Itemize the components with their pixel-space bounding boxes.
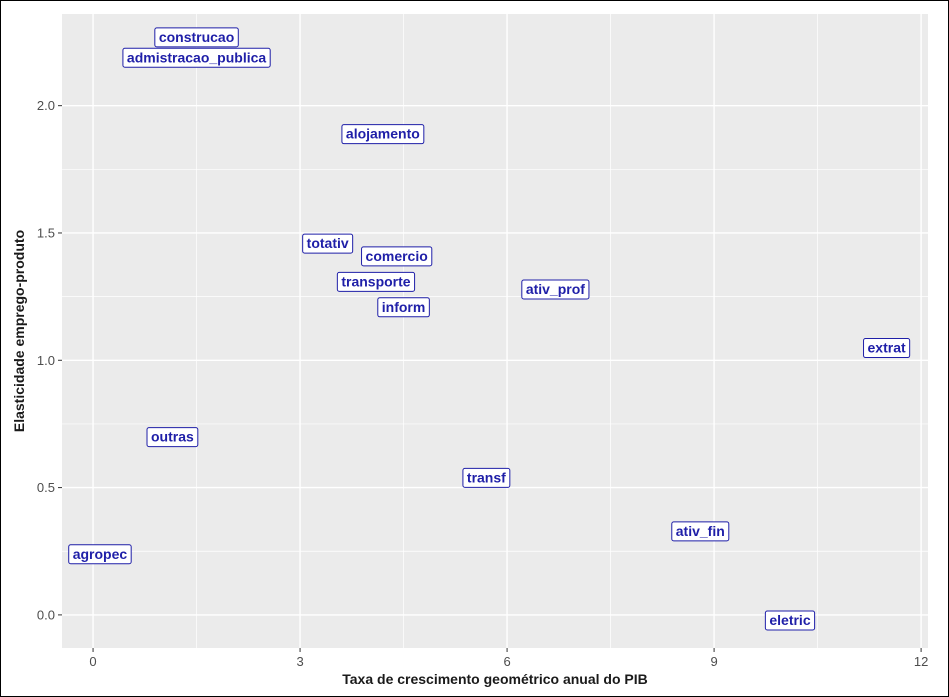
point-label: ativ_fin (676, 523, 725, 539)
point-extrat: extrat (863, 338, 911, 359)
x-axis-title: Taxa de crescimento geométrico anual do … (342, 671, 648, 687)
y-tick-label: 0.0 (37, 607, 55, 622)
x-tick-label: 9 (710, 654, 717, 669)
point-label: construcao (159, 29, 234, 45)
y-tick-label: 1.5 (37, 225, 55, 240)
point-label-box (361, 246, 433, 267)
point-labels: construcao admistracao_publica alojamento t… (68, 27, 911, 631)
point-transporte: transporte (336, 271, 416, 292)
x-tick-label: 6 (503, 654, 510, 669)
point-outras: outras (146, 427, 199, 448)
point-label: outras (151, 429, 194, 445)
point-label-box (863, 338, 911, 359)
point-construcao: construcao (154, 27, 239, 48)
point-label-box (462, 467, 511, 488)
point-label-box (146, 427, 199, 448)
y-axis-ticks: 0.0 0.5 1.0 1.5 2.0 (37, 98, 62, 622)
point-inform: inform (377, 297, 430, 318)
point-label-box (122, 47, 271, 68)
point-label: transf (467, 469, 506, 485)
point-label-box (671, 521, 730, 542)
point-comercio: comercio (361, 246, 433, 267)
point-label: inform (382, 299, 426, 315)
point-label-box (154, 27, 239, 48)
point-ativ_fin: ativ_fin (671, 521, 730, 542)
point-totativ: totativ (302, 233, 354, 254)
point-label: alojamento (346, 126, 420, 142)
point-label: totativ (307, 235, 349, 251)
grid-major (62, 14, 928, 648)
point-alojamento: alojamento (341, 124, 425, 145)
grid-minor (62, 14, 928, 648)
point-label-box (302, 233, 354, 254)
point-label-box (336, 271, 416, 292)
point-label: agropec (73, 546, 128, 562)
point-label-box (521, 279, 590, 300)
y-tick-label: 2.0 (37, 98, 55, 113)
point-label: extrat (868, 340, 906, 356)
point-label: transporte (341, 273, 410, 289)
point-label-box (341, 124, 425, 145)
point-label-box (68, 544, 132, 565)
x-axis-ticks: 0 3 6 9 12 (89, 648, 928, 669)
y-tick-label: 0.5 (37, 480, 55, 495)
point-label: comercio (366, 248, 428, 264)
x-tick-label: 0 (89, 654, 96, 669)
point-label: admistracao_publica (127, 49, 266, 65)
plot-panel (62, 14, 928, 648)
point-admistracao_publica: admistracao_publica (122, 47, 271, 68)
point-label: eletric (769, 612, 810, 628)
y-axis-title: Elasticidade emprego-produto (11, 230, 27, 432)
point-label-box (764, 610, 816, 631)
point-eletric: eletric (764, 610, 816, 631)
point-label-box (377, 297, 430, 318)
point-transf: transf (462, 467, 511, 488)
point-agropec: agropec (68, 544, 132, 565)
x-tick-label: 12 (914, 654, 928, 669)
y-tick-label: 1.0 (37, 353, 55, 368)
point-label: ativ_prof (526, 281, 585, 297)
point-ativ_prof: ativ_prof (521, 279, 590, 300)
x-tick-label: 3 (296, 654, 303, 669)
